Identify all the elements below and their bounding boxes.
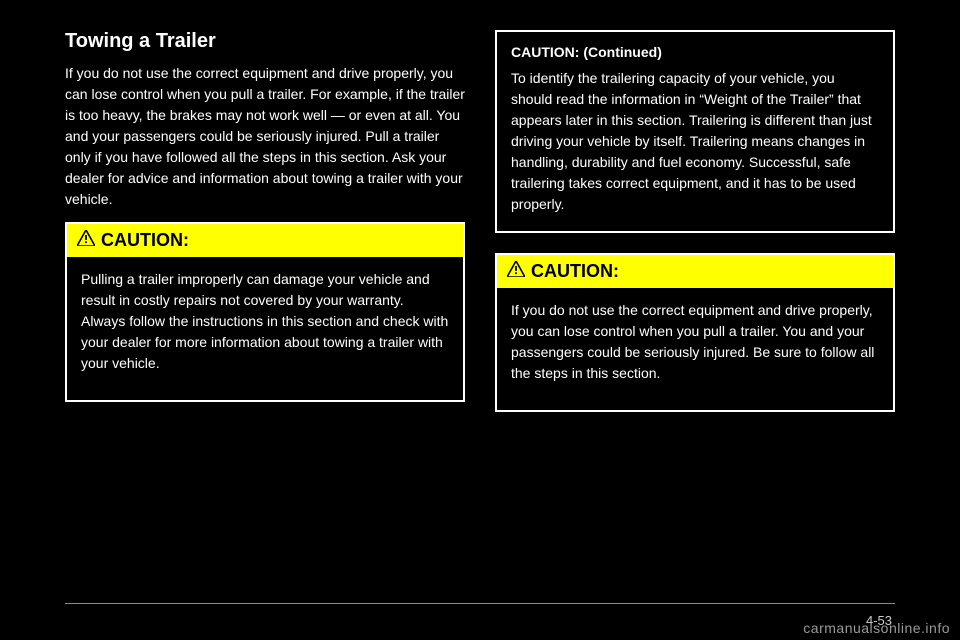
caution-text-left: Pulling a trailer improperly can damage …	[81, 269, 449, 374]
manual-page: Towing a Trailer If you do not use the c…	[0, 0, 960, 640]
footer-rule	[65, 603, 895, 604]
caution-header-right: CAUTION:	[497, 255, 893, 288]
warning-triangle-icon	[507, 261, 525, 282]
caution-header-left: CAUTION:	[67, 224, 463, 257]
section-heading: Towing a Trailer	[65, 30, 465, 53]
warning-triangle-icon	[77, 230, 95, 251]
caution-box-right: CAUTION: If you do not use the correct e…	[495, 253, 895, 412]
caution-continued-text: To identify the trailering capacity of y…	[511, 68, 879, 215]
caution-body-left: Pulling a trailer improperly can damage …	[67, 257, 463, 400]
caution-text-right: If you do not use the correct equipment …	[511, 300, 879, 384]
caution-continued-box: CAUTION: (Continued) To identify the tra…	[495, 30, 895, 233]
watermark-text: carmanualsonline.info	[803, 620, 950, 636]
intro-paragraph: If you do not use the correct equipment …	[65, 63, 465, 210]
caution-label-left: CAUTION:	[101, 230, 189, 251]
right-column: CAUTION: (Continued) To identify the tra…	[495, 30, 895, 424]
caution-body-right: If you do not use the correct equipment …	[497, 288, 893, 410]
caution-box-left: CAUTION: Pulling a trailer improperly ca…	[65, 222, 465, 402]
left-column: Towing a Trailer If you do not use the c…	[65, 30, 465, 414]
caution-continued-title: CAUTION: (Continued)	[511, 44, 879, 60]
caution-label-right: CAUTION:	[531, 261, 619, 282]
